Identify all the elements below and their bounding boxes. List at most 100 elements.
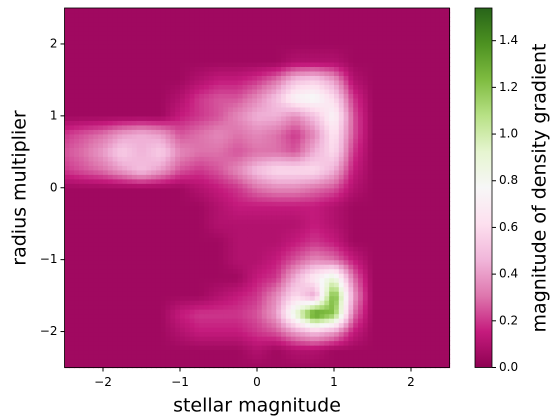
- contour-cell: [218, 151, 224, 157]
- contour-cell: [223, 354, 229, 360]
- contour-cell: [271, 349, 277, 355]
- contour-cell: [444, 331, 451, 337]
- contour-cell: [372, 201, 378, 207]
- contour-cell: [131, 241, 138, 247]
- contour-cell: [218, 174, 224, 180]
- contour-cell: [415, 142, 422, 148]
- contour-cell: [151, 142, 157, 148]
- contour-cell: [261, 111, 268, 117]
- contour-cell: [208, 115, 215, 121]
- contour-cell: [252, 273, 258, 279]
- contour-cell: [98, 322, 104, 328]
- contour-cell: [362, 345, 369, 351]
- contour-cell: [348, 282, 354, 288]
- contour-cell: [430, 354, 436, 360]
- contour-cell: [228, 246, 234, 252]
- contour-cell: [151, 160, 157, 166]
- contour-cell: [112, 282, 119, 288]
- contour-cell: [189, 129, 196, 135]
- contour-cell: [439, 232, 446, 238]
- contour-cell: [180, 232, 186, 238]
- contour-cell: [228, 345, 234, 351]
- contour-cell: [232, 115, 239, 121]
- contour-cell: [415, 183, 422, 189]
- contour-cell: [300, 250, 306, 256]
- contour-cell: [372, 318, 378, 324]
- contour-cell: [247, 259, 253, 265]
- contour-cell: [430, 340, 436, 346]
- contour-cell: [213, 331, 220, 337]
- contour-cell: [184, 237, 191, 243]
- contour-cell: [136, 93, 143, 99]
- contour-cell: [439, 255, 446, 261]
- contour-cell: [319, 187, 325, 193]
- contour-cell: [78, 187, 85, 193]
- contour-cell: [194, 214, 200, 220]
- contour-cell: [334, 151, 340, 157]
- contour-cell: [281, 147, 287, 153]
- contour-cell: [305, 102, 311, 108]
- contour-cell: [343, 106, 350, 112]
- contour-cell: [228, 106, 234, 112]
- contour-cell: [338, 115, 345, 121]
- contour-cell: [276, 201, 282, 207]
- contour-cell: [247, 178, 253, 184]
- contour-cell: [377, 304, 383, 310]
- contour-cell: [223, 246, 229, 252]
- contour-cell: [208, 192, 215, 198]
- contour-cell: [401, 210, 407, 216]
- contour-cell: [136, 295, 143, 301]
- contour-cell: [343, 219, 350, 225]
- contour-cell: [242, 354, 248, 360]
- contour-cell: [165, 318, 171, 324]
- contour-cell: [439, 138, 446, 144]
- contour-cell: [155, 115, 162, 121]
- contour-cell: [391, 309, 398, 315]
- contour-cell: [213, 219, 220, 225]
- contour-cell: [382, 250, 388, 256]
- contour-cell: [170, 219, 176, 225]
- contour-cell: [194, 129, 200, 135]
- contour-cell: [93, 295, 99, 301]
- contour-cell: [180, 102, 186, 108]
- contour-cell: [242, 358, 248, 364]
- contour-cell: [223, 349, 229, 355]
- contour-cell: [401, 196, 407, 202]
- contour-cell: [208, 354, 215, 360]
- contour-cell: [319, 228, 325, 234]
- contour-cell: [329, 268, 335, 274]
- contour-cell: [290, 169, 297, 175]
- contour-cell: [107, 295, 114, 301]
- contour-cell: [281, 142, 287, 148]
- contour-cell: [411, 250, 417, 256]
- contour-cell: [175, 160, 181, 166]
- contour-cell: [218, 160, 224, 166]
- contour-cell: [228, 129, 234, 135]
- contour-cell: [69, 246, 75, 252]
- contour-cell: [271, 300, 277, 306]
- contour-cell: [430, 223, 436, 229]
- contour-cell: [343, 160, 350, 166]
- contour-cell: [271, 250, 277, 256]
- contour-cell: [300, 160, 306, 166]
- contour-cell: [64, 97, 70, 103]
- contour-cell: [305, 147, 311, 153]
- contour-cell: [386, 259, 393, 265]
- contour-cell: [391, 214, 398, 220]
- contour-cell: [218, 300, 224, 306]
- contour-cell: [141, 331, 147, 337]
- contour-cell: [367, 309, 374, 315]
- contour-cell: [353, 223, 359, 229]
- contour-cell: [281, 309, 287, 315]
- contour-cell: [141, 327, 147, 333]
- contour-cell: [415, 151, 422, 157]
- contour-cell: [444, 295, 451, 301]
- contour-cell: [146, 241, 152, 247]
- contour-cell: [309, 313, 316, 319]
- contour-cell: [218, 327, 224, 333]
- contour-cell: [319, 259, 325, 265]
- contour-cell: [295, 183, 301, 189]
- contour-cell: [199, 151, 205, 157]
- contour-cell: [338, 358, 345, 364]
- contour-cell: [146, 309, 152, 315]
